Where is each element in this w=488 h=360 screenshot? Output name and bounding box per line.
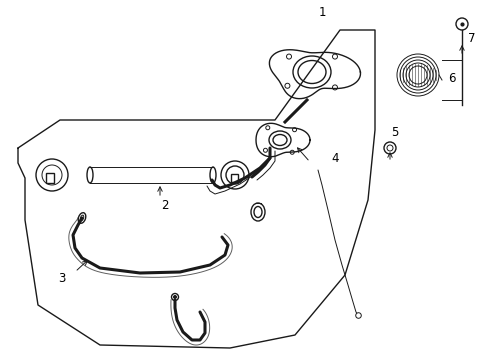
- Text: 3: 3: [58, 271, 65, 284]
- Text: 5: 5: [390, 126, 398, 139]
- Text: 4: 4: [330, 152, 338, 165]
- Text: 1: 1: [318, 5, 325, 18]
- Bar: [46, 173, 54, 183]
- Bar: [230, 174, 238, 182]
- Text: 2: 2: [161, 198, 168, 212]
- Text: 6: 6: [447, 72, 455, 85]
- Text: 7: 7: [468, 32, 475, 45]
- Circle shape: [173, 296, 176, 298]
